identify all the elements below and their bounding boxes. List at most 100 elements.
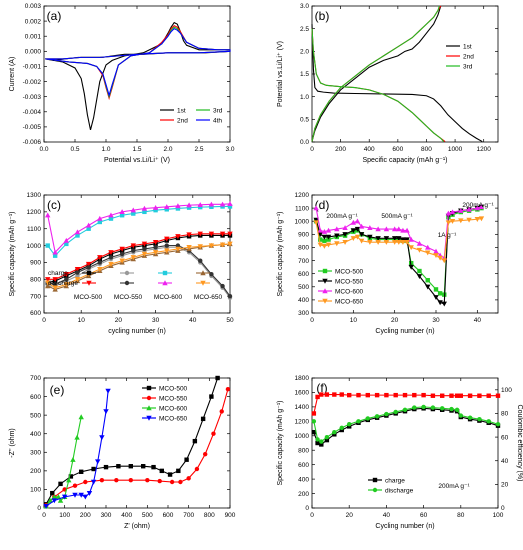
data-point xyxy=(142,246,147,252)
data-point xyxy=(108,250,114,256)
data-point xyxy=(318,237,323,242)
data-point xyxy=(315,437,320,442)
y-axis-label: Specific capacity (mAh g⁻¹) xyxy=(277,401,284,486)
data-point xyxy=(317,232,323,238)
y2-tick-label: 20 xyxy=(501,482,509,489)
legend-marker xyxy=(322,288,328,294)
y-tick-label: 600 xyxy=(298,462,309,469)
y2-tick-label: 0 xyxy=(501,505,505,512)
panel-label: (e) xyxy=(50,383,65,397)
data-point xyxy=(197,231,203,237)
data-point xyxy=(342,225,348,230)
x-tick-label: 20 xyxy=(115,317,123,324)
series-line-2 xyxy=(315,206,482,259)
data-point xyxy=(358,238,365,244)
x-tick-label: 300 xyxy=(101,512,112,519)
y-tick-label: 1100 xyxy=(295,205,309,212)
data-point xyxy=(317,242,323,248)
data-point xyxy=(128,477,133,483)
x-tick-label: 100 xyxy=(59,512,70,519)
x-tick-label: 200 xyxy=(80,512,91,519)
data-point xyxy=(186,245,192,250)
data-point xyxy=(99,435,105,441)
data-point xyxy=(478,216,485,222)
legend-marker xyxy=(146,405,152,411)
data-point xyxy=(108,216,114,221)
data-point xyxy=(384,392,389,398)
data-point xyxy=(108,255,114,260)
data-point xyxy=(311,419,317,424)
data-point xyxy=(350,228,357,234)
x-tick-label: 600 xyxy=(163,512,174,519)
y-tick-label: 1100 xyxy=(27,226,41,233)
legend-label: MCO-500 xyxy=(335,269,364,276)
legend-label: 1st xyxy=(177,108,186,115)
y2-axis-label: Coulombic efficiency (%) xyxy=(516,405,523,482)
x-tick-label: 0.5 xyxy=(70,146,79,153)
data-point xyxy=(152,240,159,245)
data-point xyxy=(334,233,340,239)
data-point xyxy=(91,466,96,472)
data-point xyxy=(61,494,68,500)
data-point xyxy=(85,222,92,228)
data-point xyxy=(178,479,183,485)
series-line-0 xyxy=(45,21,231,131)
data-point xyxy=(167,472,173,477)
data-point xyxy=(402,407,408,412)
y-tick-label: 400 xyxy=(298,476,309,483)
panel-f: 0 20 40 60 80 1000200400600800100012001400160… xyxy=(277,375,523,530)
plot-frame xyxy=(311,377,499,509)
data-point xyxy=(356,392,361,398)
data-point xyxy=(313,220,319,226)
panel-d: 0 10 20 30 40 300 400 500 600 700 800 900 1000 1100 12… xyxy=(277,192,499,335)
x-tick-label: 400 xyxy=(364,146,375,153)
y-tick-label: 800 xyxy=(298,245,309,252)
data-point xyxy=(208,231,215,237)
legend-label: 4th xyxy=(213,118,222,125)
data-point xyxy=(175,243,181,248)
data-point xyxy=(404,237,410,243)
data-point xyxy=(194,466,200,472)
legend-marker xyxy=(86,270,92,276)
data-point xyxy=(186,476,191,481)
x-axis-label: Cycling number (n) xyxy=(375,328,434,335)
series-line-0 xyxy=(45,377,219,505)
legend-marker xyxy=(146,395,152,401)
data-point xyxy=(321,229,328,234)
series-charge-line-2 xyxy=(311,5,440,142)
data-point xyxy=(315,394,320,400)
y-tick-label: 700 xyxy=(30,293,41,300)
x-tick-label: 0 xyxy=(310,512,314,519)
data-point xyxy=(215,375,220,381)
x-axis-label: cycling number (n) xyxy=(108,328,166,335)
data-point xyxy=(83,479,88,485)
data-point xyxy=(72,483,78,488)
legend-label: 2nd xyxy=(463,54,474,61)
data-point xyxy=(384,411,389,417)
data-point xyxy=(78,492,84,498)
data-point xyxy=(324,437,330,443)
data-point xyxy=(474,217,481,222)
data-point xyxy=(52,282,58,287)
data-point xyxy=(332,392,337,397)
data-point xyxy=(404,240,410,245)
y-tick-label: 0.5 xyxy=(300,117,309,124)
y-tick-label: -0.001 xyxy=(23,64,42,71)
data-point xyxy=(421,392,426,398)
data-point xyxy=(356,419,361,424)
data-point xyxy=(358,232,365,238)
y-tick-label: 800 xyxy=(298,447,309,454)
legend-label: 3rd xyxy=(463,64,473,71)
data-point xyxy=(211,431,216,436)
data-point xyxy=(449,406,454,412)
data-point xyxy=(319,392,324,397)
plot-frame xyxy=(43,194,231,314)
data-point xyxy=(449,219,456,224)
data-point xyxy=(409,260,414,266)
x-tick-label: 400 xyxy=(121,512,132,519)
y2-tick-label: 60 xyxy=(501,434,509,441)
data-point xyxy=(142,209,147,215)
x-tick-label: 30 xyxy=(432,317,440,324)
legend-marker xyxy=(372,477,378,483)
series-line-3 xyxy=(315,218,482,262)
